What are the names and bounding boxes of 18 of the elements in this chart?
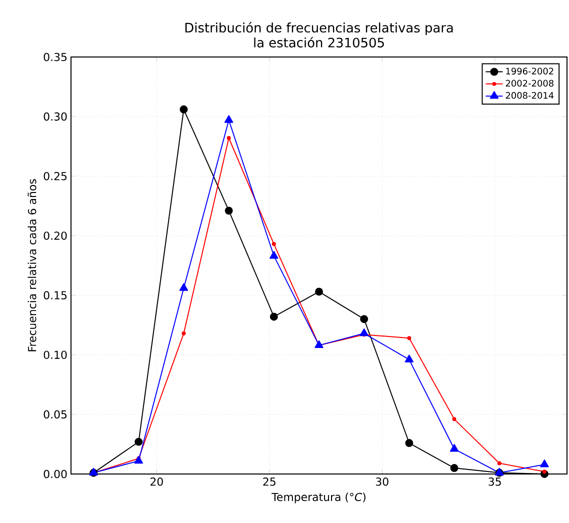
legend-label: 1996-2002 xyxy=(506,68,554,74)
legend-label: 2008-2014 xyxy=(506,92,554,99)
legend-label: 2002-2008 xyxy=(506,80,554,87)
y-tick-label: 0.25 xyxy=(44,172,67,180)
y-tick-label: 0.20 xyxy=(44,232,67,240)
x-axis-title: Temperatura (°C) xyxy=(272,492,366,504)
y-tick-label: 0.30 xyxy=(44,112,67,121)
x-tick-label: 35 xyxy=(488,478,501,486)
y-tick-label: 0.10 xyxy=(44,350,67,359)
y-tick-label: 0.15 xyxy=(44,291,67,300)
x-tick-label: 25 xyxy=(263,478,276,486)
x-tick-label: 30 xyxy=(376,478,388,486)
x-tick-label: 20 xyxy=(150,478,163,486)
chart-title: Distribución de frecuencias relativas para la estación 2310505 xyxy=(185,22,453,48)
y-tick-label: 0.05 xyxy=(44,410,67,419)
y-tick-label: 0.00 xyxy=(44,470,67,478)
y-axis-title: Frecuencia relativa cada 6 años xyxy=(28,179,36,352)
y-tick-label: 0.35 xyxy=(44,52,67,62)
